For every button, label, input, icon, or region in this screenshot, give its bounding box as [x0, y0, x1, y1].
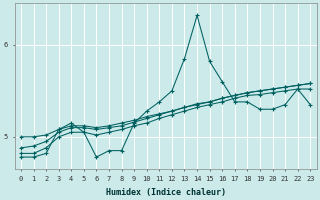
X-axis label: Humidex (Indice chaleur): Humidex (Indice chaleur) [106, 188, 226, 197]
